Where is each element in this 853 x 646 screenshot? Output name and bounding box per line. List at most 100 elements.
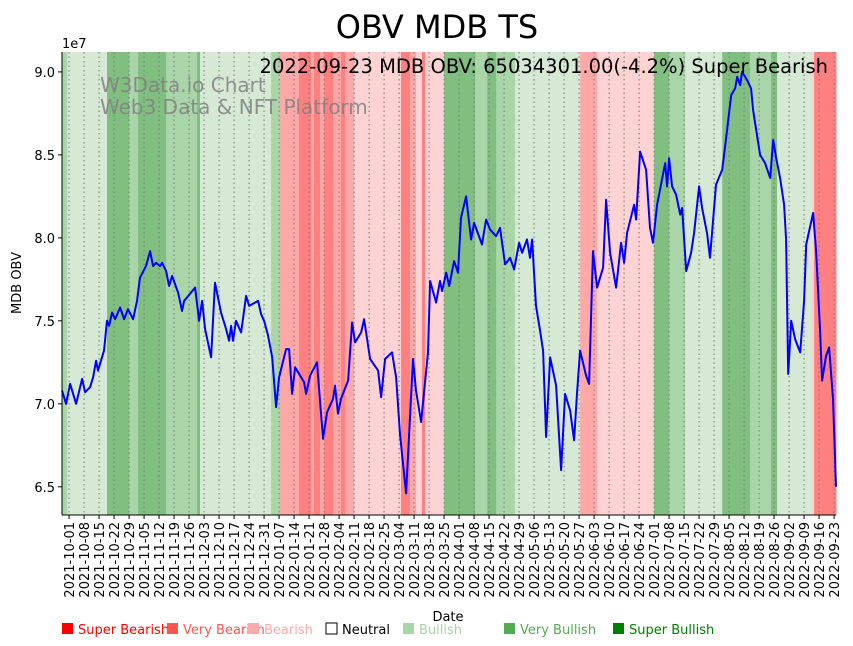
- signal-band: [422, 52, 426, 515]
- x-tick-label: 2021-11-19: [168, 522, 183, 598]
- signal-band: [425, 52, 445, 515]
- x-tick-label: 2022-06-24: [633, 522, 648, 598]
- legend-label: Neutral: [342, 623, 390, 638]
- y-tick-label: 7.5: [34, 315, 55, 330]
- x-tick-label: 2021-11-26: [183, 522, 198, 598]
- x-tick-label: 2022-03-18: [423, 522, 438, 598]
- x-tick-label: 2022-04-22: [498, 522, 513, 598]
- latest-value-annotation: 2022-09-23 MDB OBV: 65034301.00(-4.2%) S…: [260, 55, 828, 78]
- x-tick-label: 2022-07-22: [693, 522, 708, 598]
- y-tick-label: 8.5: [34, 149, 55, 164]
- x-tick-label: 2022-08-05: [723, 522, 738, 598]
- signal-band: [166, 52, 198, 515]
- signal-band: [722, 52, 751, 515]
- legend-item: Bullish: [403, 623, 462, 638]
- legend-item: Super Bullish: [613, 623, 714, 638]
- legend-label: Super Bullish: [629, 623, 714, 638]
- watermark-line-2: Web3 Data & NFT Platform: [100, 95, 368, 119]
- x-tick-label: 2022-03-25: [438, 522, 453, 598]
- x-tick-label: 2022-01-21: [303, 522, 318, 598]
- x-tick-label: 2021-10-01: [63, 522, 78, 598]
- x-tick-label: 2022-09-16: [813, 522, 828, 598]
- legend-item: Super Bearish: [62, 623, 169, 638]
- legend-item: Very Bearish: [167, 623, 265, 638]
- signal-band: [197, 52, 201, 515]
- x-tick-label: 2022-04-15: [483, 522, 498, 598]
- x-tick-label: 2021-10-22: [108, 522, 123, 598]
- signal-band: [771, 52, 778, 515]
- y-tick-label: 6.5: [34, 481, 55, 496]
- legend-item: Bearish: [248, 623, 313, 638]
- legend-item: Very Bullish: [504, 623, 596, 638]
- x-gridlines: [68, 52, 835, 515]
- x-tick-label: 2021-12-17: [228, 522, 243, 598]
- x-tick-label: 2022-08-12: [738, 522, 753, 598]
- legend-swatch: [504, 623, 515, 634]
- y-tick-label: 9.0: [34, 66, 55, 81]
- x-tick-label: 2022-01-07: [273, 522, 288, 598]
- signal-band: [299, 52, 312, 515]
- x-tick-label: 2022-06-10: [603, 522, 618, 598]
- y-axis-label: MDB OBV: [10, 252, 25, 314]
- x-tick-label: 2021-11-05: [138, 522, 153, 598]
- signal-band: [311, 52, 315, 515]
- x-tick-label: 2021-11-12: [153, 522, 168, 598]
- legend-swatch: [613, 623, 624, 634]
- signal-band: [345, 52, 355, 515]
- x-tick-label: 2021-12-31: [258, 522, 273, 598]
- y-ticks: 6.5 7.0 7.5 8.0 8.5 9.0: [34, 66, 62, 496]
- signal-band: [324, 52, 334, 515]
- x-tick-label: 2022-08-19: [753, 522, 768, 598]
- signal-band: [669, 52, 686, 515]
- signal-band: [129, 52, 139, 515]
- signal-band: [138, 52, 167, 515]
- x-tick-label: 2022-09-09: [798, 522, 813, 598]
- signal-band: [333, 52, 342, 515]
- axes: [61, 52, 836, 516]
- x-tick-label: 2022-07-15: [678, 522, 693, 598]
- signal-band: [314, 52, 321, 515]
- x-tick-label: 2022-02-04: [333, 522, 348, 598]
- watermark-line-1: W3Data.io Chart: [100, 73, 266, 97]
- x-tick-label: 2022-01-28: [318, 522, 333, 598]
- x-tick-label: 2022-06-03: [588, 522, 603, 598]
- y-tick-label: 7.0: [34, 398, 55, 413]
- signal-band: [685, 52, 723, 515]
- obv-series-line: [61, 70, 837, 495]
- signal-band: [200, 52, 272, 515]
- legend-swatch: [167, 623, 178, 634]
- x-tick-label: 2021-10-15: [93, 522, 108, 598]
- signal-band: [475, 52, 488, 515]
- signal-band: [811, 52, 815, 515]
- x-tick-label: 2022-05-27: [573, 522, 588, 598]
- x-tick-label: 2022-08-26: [768, 522, 783, 598]
- legend-label: Very Bullish: [520, 623, 596, 638]
- x-tick-label: 2021-12-03: [198, 522, 213, 598]
- signal-band: [750, 52, 772, 515]
- legend-label: Bullish: [419, 623, 462, 638]
- x-tick-label: 2022-04-29: [513, 522, 528, 598]
- legend-label: Bearish: [264, 623, 313, 638]
- x-tick-label: 2021-12-24: [243, 522, 258, 598]
- x-tick-label: 2022-03-04: [393, 522, 408, 598]
- signal-band: [580, 52, 598, 515]
- legend-item: Neutral: [325, 622, 390, 638]
- legend-swatch: [248, 623, 259, 634]
- x-tick-label: 2021-12-10: [213, 522, 228, 598]
- x-tick-label: 2022-07-29: [708, 522, 723, 598]
- signal-band: [62, 52, 68, 515]
- legend-label: Very Bearish: [183, 623, 265, 638]
- signal-band: [515, 52, 581, 515]
- signal-band: [654, 52, 670, 515]
- x-tick-label: 2022-02-18: [363, 522, 378, 598]
- signal-bands: [62, 52, 837, 515]
- x-tick-label: 2022-09-23: [828, 522, 843, 598]
- signal-band: [107, 52, 130, 515]
- signal-band: [814, 52, 837, 515]
- signal-band: [271, 52, 281, 515]
- signal-band: [341, 52, 346, 515]
- x-tick-label: 2022-06-17: [618, 522, 633, 598]
- x-tick-label: 2022-02-25: [378, 522, 393, 598]
- signal-band: [410, 52, 417, 515]
